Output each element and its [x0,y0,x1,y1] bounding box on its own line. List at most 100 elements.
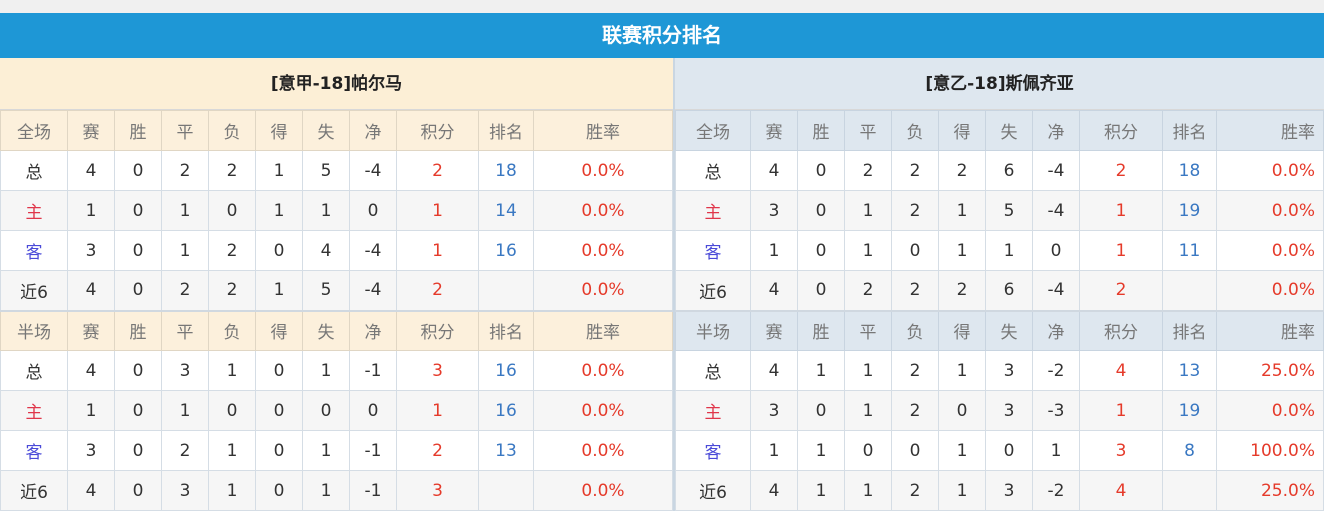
cell-played: 4 [67,150,115,191]
cell-lost: 2 [891,150,939,191]
cell-won: 1 [797,470,845,511]
cell-goals-for: 2 [938,150,986,191]
cell-scope: 客 [675,230,751,271]
col-header-rank: 排名 [478,110,534,151]
cell-goals-for: 0 [255,390,303,431]
cell-goal-diff: -1 [349,350,397,391]
col-header-won: 胜 [114,110,162,151]
cell-goal-diff: 0 [349,390,397,431]
cell-goal-diff: -4 [349,150,397,191]
cell-played: 4 [67,270,115,311]
cell-drawn: 1 [844,230,892,271]
cell-scope: 总 [0,150,68,191]
cell-win-rate: 0.0% [533,350,673,391]
col-header-won: 胜 [797,110,845,151]
col-header-won: 胜 [114,309,162,351]
cell-goal-diff: -2 [1032,350,1080,391]
cell-win-rate: 0.0% [533,190,673,231]
cell-goals-for: 1 [255,270,303,311]
cell-drawn: 2 [844,150,892,191]
cell-goal-diff: 0 [1032,230,1080,271]
cell-win-rate: 0.0% [1216,390,1324,431]
cell-win-rate: 0.0% [533,390,673,431]
table-row: 近6 4 0 2 2 1 5 -4 2 0.0% [0,270,673,311]
half-header-row: 半场赛胜平负得失净积分 排名 胜率 [675,309,1324,351]
cell-rank: 8 [1162,430,1217,471]
cell-goal-diff: -4 [1032,190,1080,231]
cell-goals-against: 5 [985,190,1033,231]
col-header-scope: 全场 [0,110,68,151]
cell-drawn: 1 [161,230,209,271]
cell-drawn: 1 [844,190,892,231]
cell-goals-against: 3 [985,350,1033,391]
full-header-row: 全场赛胜平负得失净积分 排名 胜率 [0,110,673,151]
col-header-lost: 负 [208,110,256,151]
cell-won: 0 [797,190,845,231]
cell-goals-against: 4 [302,230,350,271]
cell-goals-for: 0 [938,390,986,431]
col-header-goal-diff: 净 [1032,110,1080,151]
col-header-scope: 全场 [675,110,751,151]
cell-lost: 2 [891,270,939,311]
col-header-played: 赛 [67,309,115,351]
col-header-drawn: 平 [844,309,892,351]
cell-played: 4 [750,150,798,191]
col-header-goals-against: 失 [302,110,350,151]
table-row: 客 3 0 1 2 0 4 -4 1 16 0.0% [0,230,673,271]
cell-scope: 近6 [675,270,751,311]
col-header-points: 积分 [396,110,479,151]
cell-lost: 2 [208,150,256,191]
cell-goals-against: 5 [302,150,350,191]
cell-drawn: 1 [161,190,209,231]
cell-drawn: 2 [161,270,209,311]
cell-rank: 19 [1162,190,1217,231]
cell-goals-for: 1 [255,150,303,191]
cell-goals-against: 1 [302,350,350,391]
cell-goals-for: 0 [255,350,303,391]
standings-table: 全场赛胜平负得失净积分 排名 胜率总 4 0 2 2 2 6 -4 2 18 0.0% 主 3 0 1 2 1 5 -4… [675,110,1324,511]
col-header-rank: 排名 [1162,110,1217,151]
col-header-won: 胜 [797,309,845,351]
cell-win-rate: 0.0% [1216,150,1324,191]
cell-rank [1162,270,1217,311]
cell-win-rate: 0.0% [1216,270,1324,311]
team-name: [意乙-18]斯佩齐亚 [675,58,1324,110]
cell-win-rate: 0.0% [533,430,673,471]
cell-lost: 1 [208,430,256,471]
cell-goals-for: 0 [255,230,303,271]
table-row: 近6 4 1 1 2 1 3 -2 4 25.0% [675,470,1324,511]
cell-goal-diff: 0 [349,190,397,231]
cell-rank: 16 [478,350,534,391]
cell-goals-against: 0 [302,390,350,431]
cell-won: 0 [114,470,162,511]
cell-played: 1 [750,430,798,471]
cell-rank: 18 [1162,150,1217,191]
cell-lost: 2 [891,350,939,391]
cell-win-rate: 0.0% [533,150,673,191]
table-row: 总 4 0 2 2 2 6 -4 2 18 0.0% [675,150,1324,191]
cell-points: 1 [396,390,479,431]
table-row: 主 1 0 1 0 0 0 0 1 16 0.0% [0,390,673,431]
cell-played: 3 [750,390,798,431]
cell-played: 1 [67,190,115,231]
col-header-goals-against: 失 [985,110,1033,151]
col-header-scope: 半场 [675,309,751,351]
cell-drawn: 1 [844,470,892,511]
cell-points: 4 [1079,350,1163,391]
cell-lost: 1 [208,470,256,511]
cell-rank: 16 [478,390,534,431]
cell-played: 1 [750,230,798,271]
cell-won: 0 [797,390,845,431]
col-header-points: 积分 [1079,110,1163,151]
col-header-goals-for: 得 [255,309,303,351]
cell-lost: 2 [891,390,939,431]
cell-points: 1 [396,230,479,271]
col-header-lost: 负 [891,309,939,351]
table-row: 客 3 0 2 1 0 1 -1 2 13 0.0% [0,430,673,471]
cell-points: 4 [1079,470,1163,511]
col-header-win-rate: 胜率 [533,309,673,351]
cell-scope: 近6 [675,470,751,511]
cell-win-rate: 0.0% [533,470,673,511]
col-header-goals-for: 得 [255,110,303,151]
cell-rank: 13 [1162,350,1217,391]
